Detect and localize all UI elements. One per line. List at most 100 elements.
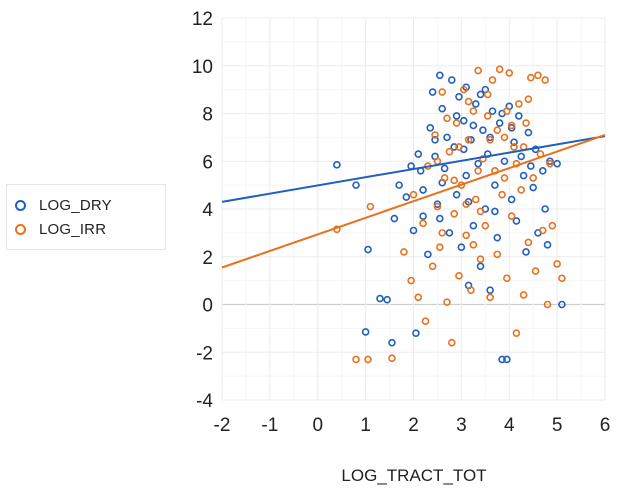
x-tick-label: -1 xyxy=(261,415,278,436)
point-log-irr xyxy=(443,298,451,306)
point-log-irr xyxy=(459,85,468,94)
point-log-dry xyxy=(383,295,391,304)
point-log-dry xyxy=(491,207,499,216)
point-log-dry xyxy=(503,355,511,364)
point-log-irr xyxy=(500,133,509,142)
point-log-irr xyxy=(524,95,533,103)
point-log-irr xyxy=(366,202,375,211)
y-tick-label: 4 xyxy=(202,200,213,221)
point-log-irr xyxy=(486,293,494,302)
point-log-dry xyxy=(471,100,480,108)
point-log-irr xyxy=(548,221,557,230)
point-log-dry xyxy=(419,186,427,194)
legend: LOG_DRY LOG_IRR xyxy=(6,184,166,250)
x-tick-label: 4 xyxy=(504,415,515,436)
x-axis-ticks: -2 -1 0 1 2 3 4 5 6 xyxy=(214,415,611,436)
point-log-irr xyxy=(553,260,561,268)
point-log-irr xyxy=(479,155,487,163)
point-log-dry xyxy=(541,205,549,213)
point-log-irr xyxy=(546,159,554,168)
point-log-irr xyxy=(469,241,478,249)
point-log-dry xyxy=(428,88,437,96)
point-log-dry xyxy=(522,248,530,256)
point-log-irr xyxy=(483,112,492,120)
y-tick-label: 0 xyxy=(202,296,213,317)
point-log-dry xyxy=(352,181,360,189)
point-log-dry xyxy=(491,181,499,189)
y-tick-label: -4 xyxy=(196,391,213,412)
point-log-irr xyxy=(505,69,514,77)
point-log-irr xyxy=(445,147,454,156)
x-tick-label: -2 xyxy=(214,415,231,436)
point-log-dry xyxy=(498,355,506,364)
point-log-dry xyxy=(455,92,463,101)
point-log-dry xyxy=(469,221,478,230)
x-axis-title: LOG_TRACT_TOT xyxy=(341,466,486,485)
point-log-dry xyxy=(376,294,384,303)
y-axis-ticks: -4 -2 0 2 4 6 8 10 12 xyxy=(192,9,214,412)
data-points xyxy=(333,65,566,364)
point-log-dry xyxy=(467,135,475,144)
point-log-irr xyxy=(519,291,528,299)
point-log-irr xyxy=(476,207,485,216)
point-log-irr xyxy=(364,355,372,364)
point-log-dry xyxy=(459,116,468,125)
point-log-irr xyxy=(526,73,535,82)
point-log-dry xyxy=(500,157,509,166)
point-log-irr xyxy=(524,238,533,247)
point-log-irr xyxy=(431,131,439,139)
point-log-dry xyxy=(476,262,485,271)
x-tick-label: 6 xyxy=(600,415,611,436)
point-log-irr xyxy=(498,190,506,199)
y-tick-label: 12 xyxy=(192,9,213,30)
point-log-dry xyxy=(486,133,494,142)
point-log-irr xyxy=(534,71,542,80)
point-log-dry xyxy=(361,328,370,336)
legend-marker-log-irr xyxy=(15,223,26,235)
point-log-dry xyxy=(433,200,442,209)
point-log-dry xyxy=(515,112,523,120)
point-log-dry xyxy=(333,161,341,169)
point-log-dry xyxy=(409,226,418,235)
point-log-irr xyxy=(438,88,447,96)
trendlines xyxy=(221,134,606,269)
point-log-irr xyxy=(495,65,504,74)
point-log-irr xyxy=(469,107,478,115)
point-log-dry xyxy=(543,241,552,249)
point-log-irr xyxy=(436,243,444,251)
legend-label-log-dry: LOG_DRY xyxy=(39,196,112,214)
point-log-dry xyxy=(479,126,487,135)
point-log-dry xyxy=(462,171,470,180)
point-log-irr xyxy=(433,202,442,211)
point-log-irr xyxy=(507,212,516,220)
point-log-irr xyxy=(409,190,418,199)
point-log-irr xyxy=(493,126,502,135)
point-log-irr xyxy=(438,229,447,237)
trendline-log-dry xyxy=(221,135,606,203)
point-log-irr xyxy=(462,200,470,209)
x-tick-label: 5 xyxy=(552,415,563,436)
point-log-irr xyxy=(400,248,408,256)
point-log-dry xyxy=(443,133,451,142)
point-log-irr xyxy=(486,135,494,144)
point-log-dry xyxy=(438,104,447,113)
point-log-dry xyxy=(529,183,537,192)
legend-item-log-dry: LOG_DRY xyxy=(15,194,112,216)
point-log-irr xyxy=(483,90,492,99)
point-log-dry xyxy=(512,217,521,225)
point-log-dry xyxy=(426,124,435,132)
point-log-dry xyxy=(452,190,461,199)
point-log-dry xyxy=(414,150,423,158)
point-log-irr xyxy=(452,119,461,127)
point-log-irr xyxy=(464,135,473,144)
x-tick-label: 0 xyxy=(312,415,323,436)
y-tick-label: 2 xyxy=(202,248,213,269)
point-log-irr xyxy=(407,276,415,285)
point-log-dry xyxy=(395,181,403,189)
point-log-dry xyxy=(486,286,494,294)
point-log-dry xyxy=(436,71,444,80)
point-log-irr xyxy=(503,107,511,115)
point-log-irr xyxy=(455,272,463,280)
point-log-dry xyxy=(493,233,502,242)
point-log-dry xyxy=(558,300,566,309)
